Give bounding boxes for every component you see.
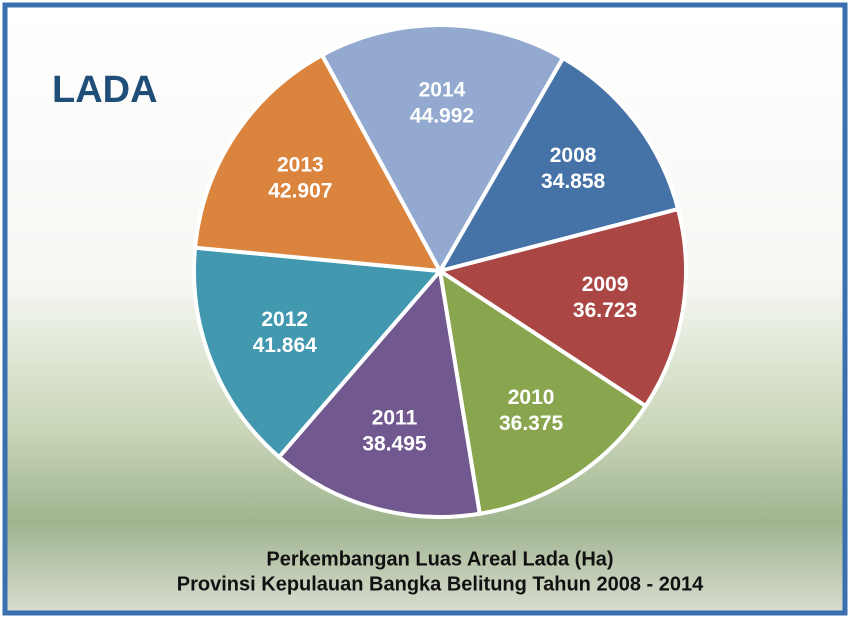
pie-slice — [435, 55, 681, 275]
caption: Perkembangan Luas Areal Lada (Ha) — [266, 548, 613, 570]
slice-label: 2008 — [550, 144, 597, 167]
pie-slice — [276, 266, 483, 519]
value-label: 42.907 — [268, 179, 332, 202]
value-label: 36.375 — [499, 412, 564, 435]
value-label: 34.858 — [541, 170, 606, 193]
slice-label: 2009 — [582, 273, 629, 296]
pie — [192, 23, 688, 519]
caption: Provinsi Kepulauan Bangka Belitung Tahun… — [177, 573, 704, 595]
value-label: 36.723 — [573, 299, 637, 322]
pie-slice — [319, 23, 566, 276]
slice-label: 2013 — [277, 153, 324, 176]
pie-slice — [192, 52, 444, 274]
slice-label: 2014 — [419, 78, 466, 101]
slice-label: 2011 — [372, 407, 418, 430]
pie-slice — [192, 245, 445, 460]
pie-slice — [435, 206, 688, 409]
chart-title: LADA — [52, 69, 158, 111]
value-label: 41.864 — [253, 334, 318, 357]
slice-label: 2012 — [261, 308, 308, 331]
pie-slice — [437, 266, 649, 517]
slice-label: 2010 — [508, 386, 555, 409]
value-label: 38.495 — [362, 433, 427, 456]
value-label: 44.992 — [410, 104, 474, 127]
